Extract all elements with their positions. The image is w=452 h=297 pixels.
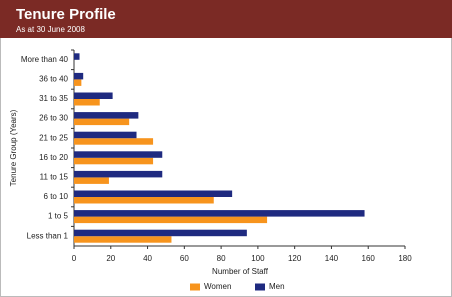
bar — [74, 112, 139, 119]
chart-subtitle: As at 30 June 2008 — [16, 25, 85, 34]
chart-title: Tenure Profile — [16, 6, 116, 23]
x-tick-label: 100 — [251, 254, 265, 263]
bar — [74, 118, 130, 126]
y-tick-label: 1 to 5 — [48, 212, 69, 221]
y-tick-label: 26 to 30 — [39, 114, 68, 123]
bar — [74, 99, 100, 106]
x-tick-label: 0 — [72, 254, 77, 263]
header-band — [0, 0, 452, 38]
bar — [74, 72, 84, 80]
legend-label: Women — [204, 282, 231, 291]
y-tick-label: 21 to 25 — [39, 133, 68, 142]
bar — [74, 157, 154, 165]
bar — [74, 92, 113, 99]
x-tick-label: 40 — [143, 254, 152, 263]
bar — [74, 190, 233, 197]
bar — [74, 170, 163, 178]
bar — [74, 53, 80, 60]
x-tick-label: 20 — [106, 254, 115, 263]
bar — [74, 197, 214, 204]
y-tick-label: 36 to 40 — [39, 75, 68, 84]
bar — [74, 177, 109, 184]
y-tick-label: 6 to 10 — [44, 192, 69, 201]
legend-swatch — [255, 283, 265, 291]
x-tick-label: 160 — [362, 254, 376, 263]
bar — [74, 216, 268, 224]
bar — [74, 79, 82, 86]
bar — [74, 210, 365, 217]
bar — [74, 236, 172, 243]
y-tick-label: 16 to 20 — [39, 153, 68, 162]
legend-label: Men — [269, 282, 285, 291]
bar — [74, 229, 247, 237]
y-tick-label: 11 to 15 — [40, 173, 69, 182]
y-tick-label: 31 to 35 — [39, 94, 68, 103]
legend-swatch — [190, 283, 200, 291]
x-tick-label: 120 — [288, 254, 302, 263]
x-tick-label: 140 — [325, 254, 339, 263]
y-tick-label: More than 40 — [21, 55, 69, 64]
y-tick-label: Less than 1 — [27, 231, 69, 240]
x-tick-label: 60 — [180, 254, 189, 263]
bar — [74, 151, 163, 158]
bar — [74, 138, 154, 145]
y-axis-label: Tenure Group (Years) — [9, 109, 18, 186]
x-tick-label: 180 — [398, 254, 412, 263]
x-tick-label: 80 — [217, 254, 226, 263]
bar — [74, 131, 137, 139]
x-axis-label: Number of Staff — [212, 267, 269, 276]
